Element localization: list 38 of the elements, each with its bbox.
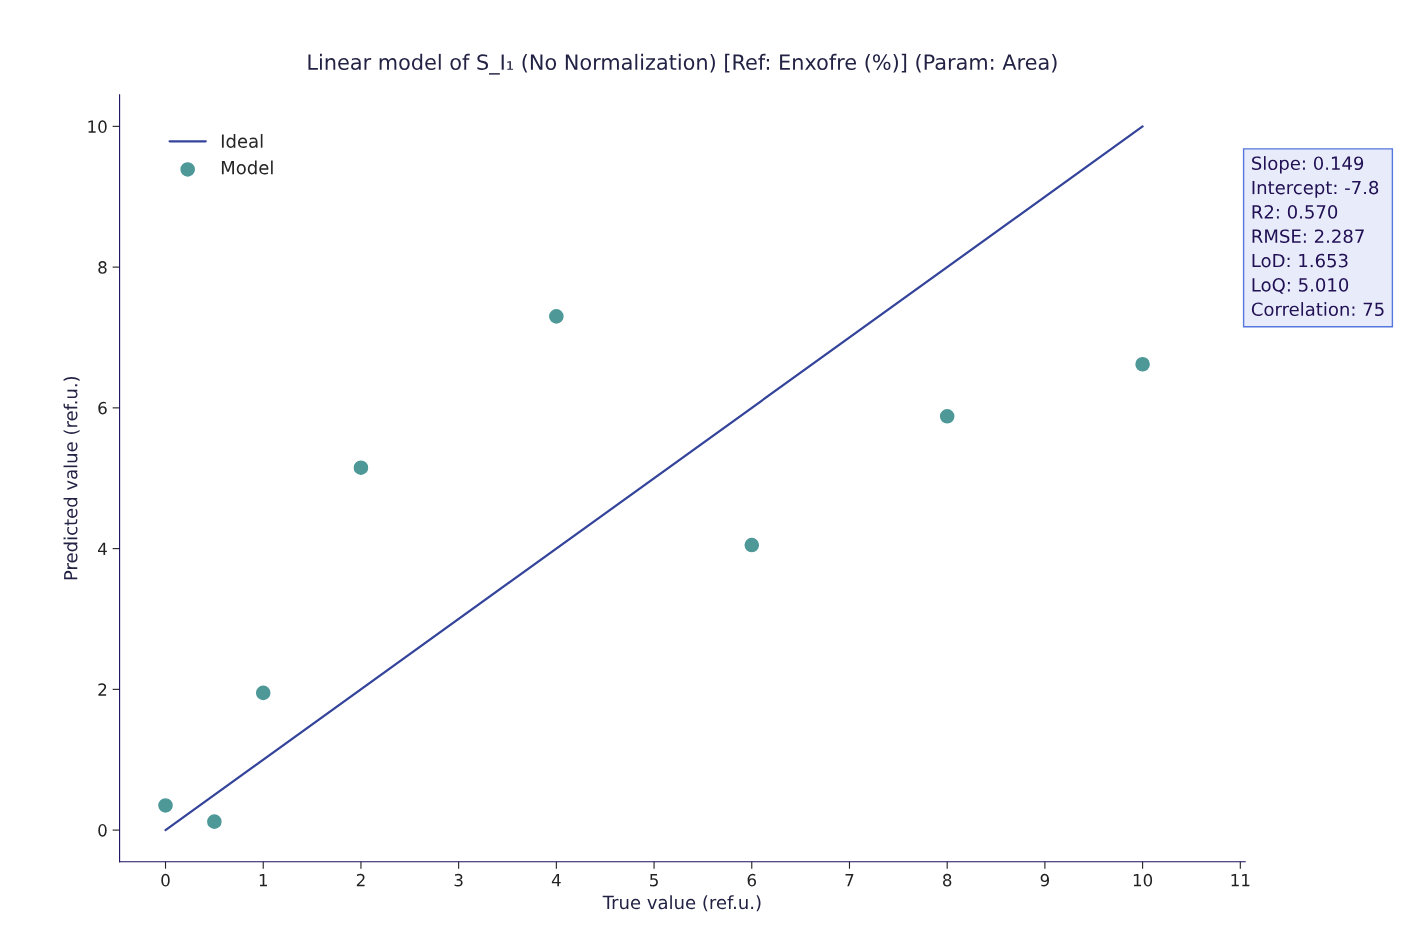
text: LoD: 1.653 — [1252, 253, 1348, 268]
x-tick-label: 0 — [161, 873, 170, 887]
x-tick-label: 6 — [747, 873, 757, 887]
text: Intercept: -7.8 — [1252, 180, 1379, 198]
text: R2: 0.570 — [1252, 205, 1338, 219]
legend-label: Ideal — [221, 133, 263, 148]
y-tick-label: 10 — [88, 120, 107, 133]
legend-label: Model — [221, 160, 273, 175]
x-axis-title: True value (ref.u.) — [602, 895, 761, 912]
x-tick-label: 2 — [356, 873, 365, 887]
x-tick-label: 11 — [1231, 874, 1250, 887]
x-tick-label: 1 — [259, 874, 267, 887]
x-tick-label: 7 — [845, 874, 854, 887]
text: LoQ: 5.010 — [1252, 278, 1349, 294]
y-tick-label: 2 — [98, 683, 107, 696]
text: Slope: 0.149 — [1252, 156, 1364, 174]
y-tick-label: 6 — [98, 401, 107, 415]
point — [207, 814, 222, 829]
point — [353, 460, 369, 475]
x-tick-label: 4 — [551, 874, 561, 887]
point — [549, 309, 564, 324]
y-tick-label: 0 — [98, 824, 107, 837]
y-axis-title: Predicted value (ref.u.) — [63, 376, 80, 580]
point — [158, 798, 173, 813]
x-tick-label: 5 — [650, 874, 658, 887]
chart-title: Linear model of S_I₁ (No Normalization) [Ref: Enxofre (%)] (Param: Area) — [308, 53, 1057, 75]
y-tick-label: 4 — [98, 542, 107, 555]
x-tick-label: 10 — [1133, 873, 1153, 887]
x-tick-label: 3 — [454, 873, 463, 887]
point — [1135, 356, 1150, 372]
point — [255, 685, 271, 701]
point — [939, 409, 955, 424]
y-tick-label: 8 — [98, 261, 107, 274]
point — [744, 537, 760, 553]
text: Correlation: 75 — [1251, 302, 1384, 317]
x-tick-label: 8 — [943, 873, 952, 887]
text: RMSE: 2.287 — [1252, 229, 1364, 244]
x-tick-label: 9 — [1040, 873, 1050, 887]
